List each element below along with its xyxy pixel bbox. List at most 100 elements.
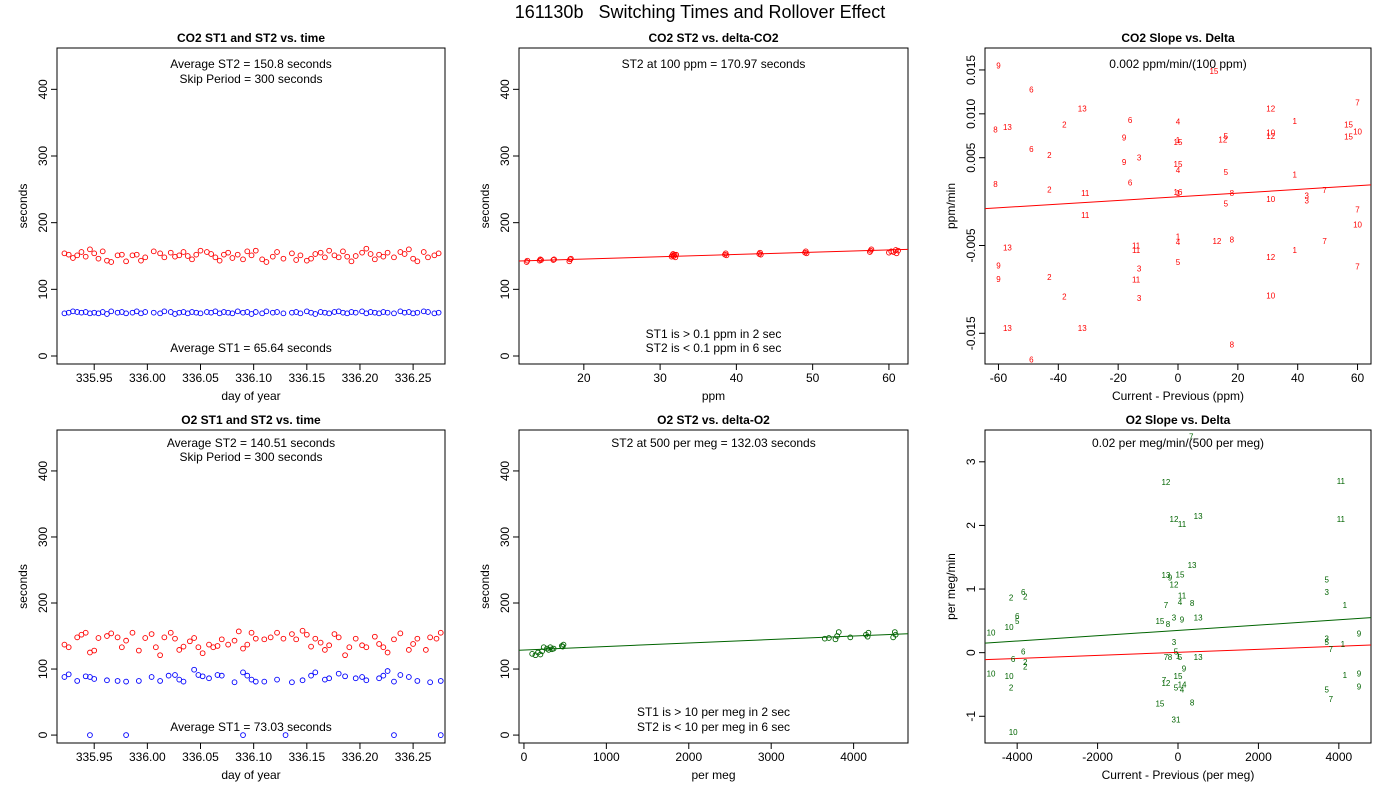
- panel-title: O2 ST2 vs. delta-O2: [657, 413, 770, 427]
- y-tick-label: 400: [36, 79, 50, 99]
- point-label: 2: [1062, 120, 1067, 129]
- point-label: 31: [1172, 715, 1181, 724]
- x-tick-label: -4000: [1002, 750, 1033, 764]
- data-point: [104, 677, 110, 684]
- x-axis-label: Current - Previous (ppm): [1112, 389, 1244, 403]
- annotation: ST1 is > 10 per meg in 2 sec: [637, 705, 790, 719]
- data-point: [895, 247, 901, 254]
- data-point: [229, 310, 236, 317]
- plot-frame: [984, 47, 1372, 365]
- y-tick-label: 100: [36, 279, 50, 299]
- data-point: [91, 309, 98, 316]
- data-point: [187, 638, 193, 645]
- annotation: Skip Period = 300 seconds: [179, 450, 322, 464]
- data-point: [70, 255, 76, 261]
- y-tick-label: 0: [964, 649, 978, 656]
- x-tick-label: 2000: [1245, 750, 1272, 764]
- data-point: [199, 650, 206, 657]
- point-label: 3: [1304, 197, 1309, 206]
- point-label: 7: [1322, 237, 1327, 246]
- data-point: [335, 254, 342, 261]
- data-point: [229, 255, 236, 261]
- data-point: [868, 246, 875, 253]
- data-point: [529, 651, 536, 657]
- point-label: 12: [1170, 581, 1179, 590]
- data-point: [312, 669, 319, 676]
- data-point: [61, 310, 68, 317]
- x-tick-label: 2000: [675, 750, 702, 764]
- data-point: [348, 258, 355, 265]
- data-point: [397, 672, 404, 678]
- data-point: [821, 635, 828, 642]
- point-label: 13: [1003, 243, 1012, 252]
- x-tick-label: 336.25: [395, 371, 432, 385]
- point-label: 9: [996, 262, 1001, 271]
- y-tick-label: 400: [36, 461, 50, 481]
- data-point: [342, 652, 348, 659]
- point-label: 15: [1174, 138, 1183, 147]
- annotation: ST2 at 100 ppm = 170.97 seconds: [622, 57, 806, 71]
- data-point: [406, 674, 412, 680]
- point-label: 8: [993, 126, 998, 135]
- y-tick-label: 200: [498, 212, 512, 232]
- point-label: 2: [1047, 273, 1052, 282]
- data-point: [114, 252, 121, 259]
- data-point: [384, 309, 391, 316]
- point-label: 15: [1155, 617, 1164, 626]
- data-point: [225, 641, 231, 648]
- data-point: [108, 308, 115, 315]
- point-label: 11: [1132, 246, 1141, 255]
- data-point: [78, 309, 85, 316]
- data-point: [180, 643, 187, 650]
- data-point: [376, 641, 382, 647]
- data-point: [61, 674, 68, 680]
- data-point: [240, 645, 246, 652]
- point-label: 13: [1194, 512, 1203, 521]
- data-point: [376, 675, 382, 682]
- panel-title: CO2 Slope vs. Delta: [1121, 31, 1235, 45]
- data-point: [161, 254, 168, 261]
- y-tick-label: 300: [36, 527, 50, 547]
- x-axis-label: per meg: [691, 768, 735, 782]
- data-point: [363, 644, 370, 651]
- data-point: [308, 643, 314, 650]
- data-point: [123, 258, 129, 265]
- fit-line: [984, 184, 1372, 210]
- x-tick-label: 40: [1291, 371, 1305, 385]
- data-point: [892, 247, 899, 253]
- fit-line: [984, 644, 1372, 661]
- x-tick-label: 336.05: [182, 371, 219, 385]
- x-tick-label: 30: [653, 371, 667, 385]
- data-point: [340, 309, 346, 316]
- point-label: 3: [1137, 154, 1142, 163]
- plot-frame: [56, 429, 446, 744]
- point-label: 1: [1343, 671, 1348, 680]
- data-point: [240, 256, 246, 263]
- point-label: 16: [1174, 188, 1183, 197]
- y-tick-label: 300: [498, 527, 512, 547]
- y-tick-label: 0.015: [964, 55, 978, 85]
- data-point: [218, 636, 225, 643]
- data-point: [335, 634, 342, 641]
- point-label: 9: [1357, 682, 1362, 691]
- point-label: 6: [1029, 145, 1034, 154]
- data-point: [74, 309, 81, 315]
- data-point: [331, 631, 338, 637]
- x-axis-label: ppm: [702, 389, 725, 403]
- data-point: [435, 309, 442, 316]
- x-tick-label: -60: [990, 371, 1008, 385]
- point-label: 11: [1178, 520, 1187, 529]
- point-label: 8: [1230, 235, 1235, 244]
- data-point: [342, 673, 348, 680]
- data-point: [280, 255, 287, 262]
- data-point: [82, 629, 89, 636]
- data-point: [91, 676, 98, 682]
- data-point: [391, 310, 397, 317]
- x-tick-label: 336.10: [235, 750, 272, 764]
- point-label: 11: [1081, 189, 1090, 198]
- point-label: 7: [1189, 432, 1194, 441]
- point-label: 13: [1194, 614, 1203, 623]
- data-point: [191, 666, 197, 673]
- data-point: [161, 308, 168, 315]
